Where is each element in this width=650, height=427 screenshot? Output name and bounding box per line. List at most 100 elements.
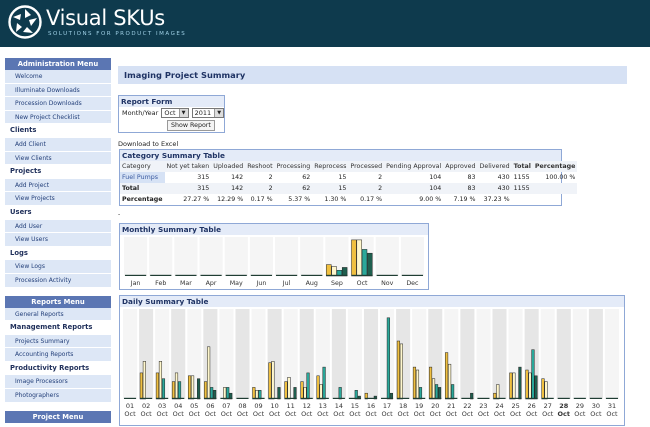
chart-tick-label: Nov xyxy=(381,280,394,287)
table-cell: 430 xyxy=(497,174,510,181)
sidebar-section-productivity-reports: Productivity Reports xyxy=(5,361,111,376)
chart-tick-label: Oct xyxy=(285,410,297,418)
chart-bar xyxy=(418,387,423,400)
month-select[interactable]: Oct ▼ xyxy=(161,108,189,118)
chart-column-bg xyxy=(331,309,346,399)
chart-bar xyxy=(541,378,545,400)
chart-bar xyxy=(428,366,433,400)
sidebar-item-view-clients[interactable]: View Clients xyxy=(5,151,111,166)
chart-tick-label: 07 xyxy=(222,402,230,410)
chart-bar xyxy=(534,375,538,400)
chart-bar xyxy=(271,361,275,400)
table-cell: 2 xyxy=(378,174,383,181)
chart-baseline xyxy=(332,397,345,399)
chart-column-bg xyxy=(174,237,198,276)
sidebar-item-add-project[interactable]: Add Project xyxy=(5,178,111,193)
chart-column-bg xyxy=(476,309,491,399)
chart-bar xyxy=(204,381,208,400)
chart-column-bg xyxy=(203,309,218,399)
chart-column-bg xyxy=(235,309,250,399)
chart-bar xyxy=(171,381,176,400)
chart-baseline xyxy=(252,397,265,399)
chart-tick-label: 28 xyxy=(559,402,569,410)
sidebar-item-illuminate-downloads[interactable]: Illuminate Downloads xyxy=(5,83,111,98)
sidebar-item-photographers[interactable]: Photographers xyxy=(5,389,111,403)
chart-baseline xyxy=(461,397,474,399)
chart-tick-label: Oct xyxy=(526,410,538,418)
chart-column-bg xyxy=(124,237,148,276)
chart-bar xyxy=(445,352,449,400)
dropdown-arrow-icon: ▼ xyxy=(214,109,224,117)
sidebar-item-accounting-reports[interactable]: Accounting Reports xyxy=(5,348,111,362)
sidebar-item-add-client[interactable]: Add Client xyxy=(5,137,111,152)
chart-baseline xyxy=(301,274,323,276)
chart-tick-label: Oct xyxy=(205,410,217,418)
year-select[interactable]: 2011 ▼ xyxy=(191,108,225,118)
chart-tick-label: 05 xyxy=(190,402,198,410)
chart-bar xyxy=(191,375,195,400)
chart-tick-label: Oct xyxy=(462,410,474,418)
chart-tick-label: 29 xyxy=(576,402,584,410)
sidebar-item-general-reports[interactable]: General Reports xyxy=(5,307,111,322)
table-cell: 104 xyxy=(429,174,442,181)
sidebar-item-projects-summary[interactable]: Projects Summary xyxy=(5,334,111,349)
chart-tick-label: Jun xyxy=(255,280,266,287)
category-link-fuel-pumps[interactable]: Fuel Pumps xyxy=(120,172,165,183)
brand-name[interactable]: Visual SKUs xyxy=(46,6,165,30)
chart-bar xyxy=(338,387,342,400)
chart-tick-label: 24 xyxy=(495,402,503,410)
chart-bar xyxy=(399,343,403,400)
sidebar-item-procession-activity[interactable]: Procession Activity xyxy=(5,273,111,288)
chart-bar xyxy=(303,387,307,400)
table-header-row: Category Not yet taken Uploaded Reshoot … xyxy=(120,161,578,172)
chart-baseline xyxy=(140,397,153,399)
chart-tick-label: Aug xyxy=(306,280,318,287)
chart-tick-label: Oct xyxy=(414,410,426,418)
column-header: Reshoot xyxy=(245,161,275,172)
sidebar-item-new-project-checklist[interactable]: New Project Checklist xyxy=(5,110,111,125)
chart-baseline xyxy=(351,274,373,276)
table-cell: 27.27 % xyxy=(183,196,210,203)
category-summary-box: Category Summary Table Category Not yet … xyxy=(119,149,578,206)
chart-column-bg xyxy=(347,309,362,399)
daily-summary-box: Daily Summary Table 01 Oct 02 Oct 03 Oct 04 Oct… xyxy=(119,295,625,426)
sidebar-item-welcome[interactable]: Welcome xyxy=(5,70,111,84)
table-cell: 142 xyxy=(231,174,244,181)
sidebar-item-procession-downloads[interactable]: Procession Downloads xyxy=(5,97,111,111)
chart-column-bg xyxy=(604,309,619,399)
table-cell: 1155 xyxy=(511,183,533,194)
sidebar-item-add-user[interactable]: Add User xyxy=(5,219,111,234)
chart-bar xyxy=(509,372,513,400)
page-title: Imaging Project Summary xyxy=(118,66,627,84)
sidebar-item-view-logs[interactable]: View Logs xyxy=(5,260,111,274)
chart-tick-label: Oct xyxy=(124,410,136,418)
chart-tick-label: Sep xyxy=(331,280,343,287)
chart-baseline xyxy=(525,397,538,399)
chart-tick-label: 02 xyxy=(142,402,150,410)
chart-bar xyxy=(386,317,390,400)
chart-bar xyxy=(415,369,420,400)
table-cell: 62 xyxy=(274,183,313,194)
chart-column-bg xyxy=(375,237,399,276)
download-excel-link[interactable]: Download to Excel xyxy=(118,140,179,148)
chart-column-bg xyxy=(299,309,314,399)
table-cell: 315 xyxy=(197,174,210,181)
chart-baseline xyxy=(236,397,249,399)
chart-tick-label: 04 xyxy=(174,402,182,410)
brand-tagline: SOLUTIONS FOR PRODUCT IMAGES xyxy=(48,31,187,37)
sidebar-item-view-projects[interactable]: View Projects xyxy=(5,192,111,206)
chart-tick-label: Oct xyxy=(558,410,571,418)
chart-tick-label: Oct xyxy=(365,410,377,418)
column-header: Processing xyxy=(274,161,313,172)
sidebar-item-view-users[interactable]: View Users xyxy=(5,233,111,247)
chart-tick-label: Oct xyxy=(301,410,313,418)
chart-column-bg xyxy=(224,237,248,276)
chart-bar xyxy=(174,372,179,400)
chart-bar xyxy=(161,378,166,400)
sidebar-item-image-processors[interactable]: Image Processors xyxy=(5,375,111,390)
chart-baseline xyxy=(557,397,570,399)
column-header: Reprocess xyxy=(312,161,349,172)
show-report-button[interactable]: Show Report xyxy=(167,120,215,131)
chart-tick-label: 03 xyxy=(158,402,166,410)
chart-bar xyxy=(306,372,310,400)
